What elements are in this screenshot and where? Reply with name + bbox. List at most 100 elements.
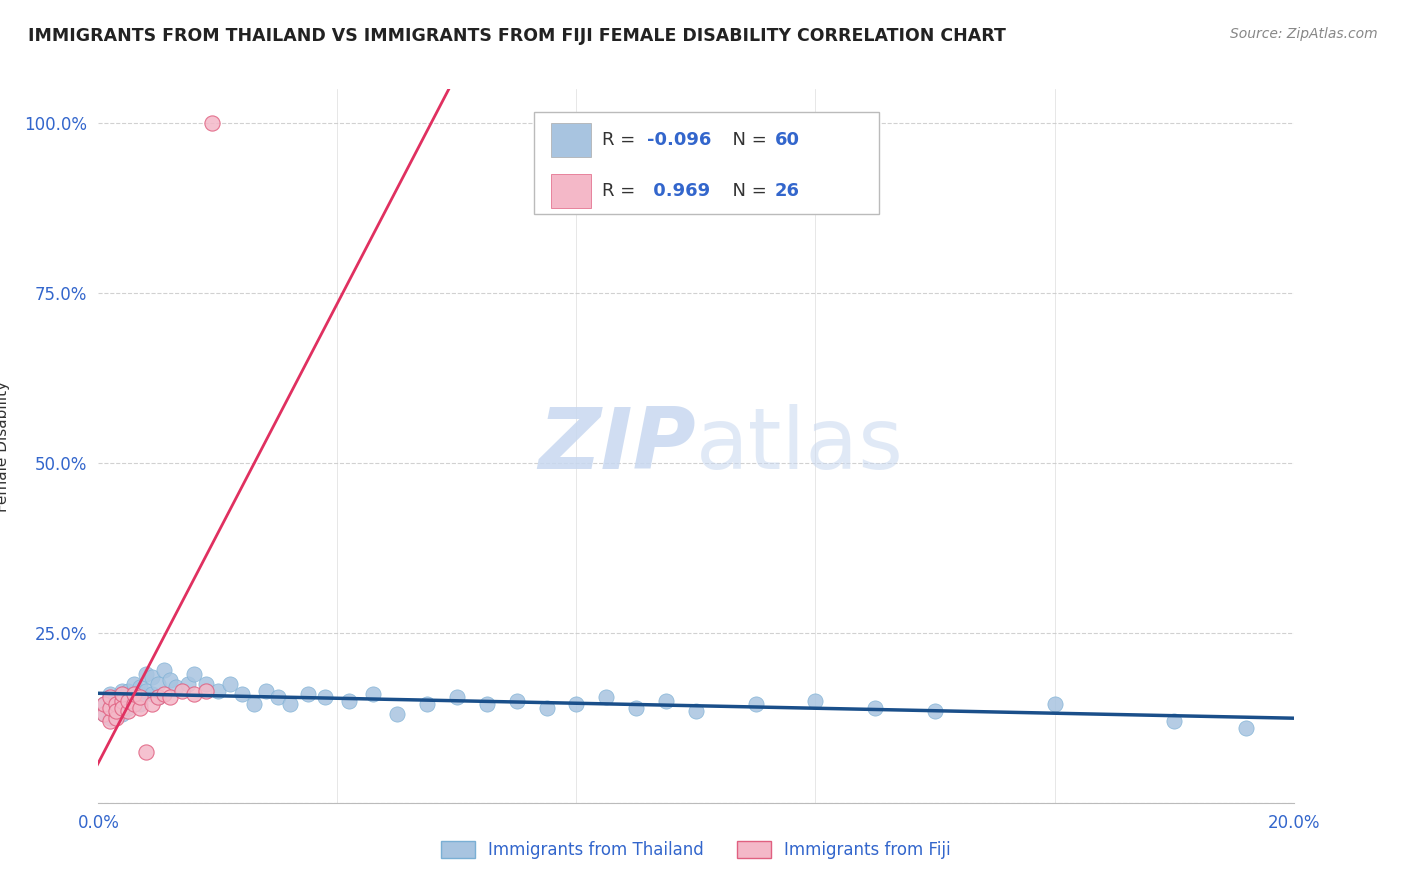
Point [105, 690, 128, 705]
Point [207, 683, 229, 698]
Text: 0.969: 0.969 [647, 182, 710, 200]
Point [117, 704, 139, 718]
Point [117, 683, 139, 698]
Text: Source: ZipAtlas.com: Source: ZipAtlas.com [1230, 27, 1378, 41]
Point [924, 704, 946, 718]
Text: atlas: atlas [696, 404, 904, 488]
Point [231, 687, 253, 701]
Point [135, 683, 157, 698]
Point [416, 698, 439, 712]
Point [129, 687, 152, 701]
Point [135, 666, 157, 681]
Point [124, 694, 146, 708]
Point [177, 677, 200, 691]
Point [93, 698, 115, 712]
Point [129, 680, 152, 694]
Point [111, 698, 134, 712]
Point [159, 690, 181, 705]
Point [1234, 721, 1257, 735]
Point [105, 704, 128, 718]
Point [243, 698, 266, 712]
Point [117, 690, 139, 705]
Point [804, 694, 827, 708]
Point [363, 687, 385, 701]
Point [655, 694, 678, 708]
Point [1163, 714, 1185, 729]
Point [98, 714, 122, 729]
Point [536, 700, 558, 714]
Point [111, 687, 134, 701]
Text: N =: N = [721, 131, 773, 149]
Point [105, 711, 128, 725]
Point [111, 700, 134, 714]
Point [172, 683, 194, 698]
Text: 26: 26 [775, 182, 800, 200]
Point [105, 698, 128, 712]
Point [745, 698, 768, 712]
Point [254, 683, 277, 698]
Point [98, 711, 122, 725]
Point [129, 700, 152, 714]
Point [278, 698, 301, 712]
Point [98, 690, 122, 705]
Point [141, 670, 163, 684]
Point [148, 690, 170, 705]
Point [111, 694, 134, 708]
Point [148, 677, 170, 691]
Text: N =: N = [721, 182, 773, 200]
Point [98, 700, 122, 714]
Text: IMMIGRANTS FROM THAILAND VS IMMIGRANTS FROM FIJI FEMALE DISABILITY CORRELATION C: IMMIGRANTS FROM THAILAND VS IMMIGRANTS F… [28, 27, 1007, 45]
Point [159, 673, 181, 688]
Point [93, 707, 115, 722]
Point [93, 698, 115, 712]
Point [297, 687, 319, 701]
Point [141, 687, 163, 701]
Text: R =: R = [602, 182, 641, 200]
Point [685, 704, 707, 718]
Point [1043, 698, 1066, 712]
Point [267, 690, 290, 705]
Point [117, 700, 139, 714]
Point [98, 700, 122, 714]
Point [153, 687, 176, 701]
Point [339, 694, 361, 708]
Point [93, 707, 115, 722]
Point [129, 690, 152, 705]
Point [506, 694, 529, 708]
Point [124, 698, 146, 712]
Point [446, 690, 468, 705]
Point [105, 704, 128, 718]
Legend: Immigrants from Thailand, Immigrants from Fiji: Immigrants from Thailand, Immigrants fro… [434, 834, 957, 866]
Point [111, 707, 134, 722]
Point [129, 698, 152, 712]
Point [153, 663, 176, 677]
Point [219, 677, 242, 691]
Point [865, 700, 887, 714]
Point [111, 683, 134, 698]
Text: 60: 60 [775, 131, 800, 149]
Point [148, 690, 170, 705]
Point [165, 680, 187, 694]
Point [124, 687, 146, 701]
Point [183, 666, 205, 681]
Point [124, 677, 146, 691]
Point [475, 698, 498, 712]
Point [626, 700, 648, 714]
Point [315, 690, 337, 705]
Point [117, 694, 139, 708]
Point [565, 698, 588, 712]
Point [195, 677, 218, 691]
Y-axis label: Female Disability: Female Disability [0, 380, 10, 512]
Point [595, 690, 617, 705]
Text: ZIP: ZIP [538, 404, 696, 488]
Point [141, 698, 163, 712]
Text: R =: R = [602, 131, 641, 149]
Point [385, 707, 409, 722]
Point [105, 694, 128, 708]
Point [201, 116, 224, 130]
Text: -0.096: -0.096 [647, 131, 711, 149]
Point [195, 683, 218, 698]
Point [98, 687, 122, 701]
Point [135, 745, 157, 759]
Point [183, 687, 205, 701]
